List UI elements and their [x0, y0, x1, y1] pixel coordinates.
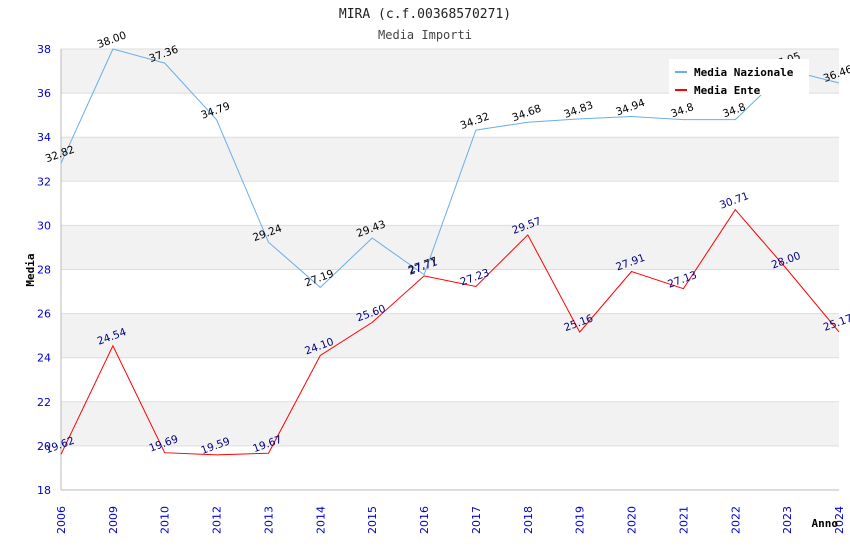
x-tick-label: 2024 [833, 506, 846, 534]
x-tick-label: 2015 [366, 506, 379, 534]
x-tick-label: 2019 [574, 506, 587, 534]
x-tick-label: 2009 [107, 506, 120, 534]
chart-title: MIRA (c.f.00368570271) [339, 7, 511, 22]
legend-label: Media Nazionale [694, 66, 794, 79]
y-tick-label: 26 [37, 308, 51, 321]
x-axis-label: Anno [812, 517, 839, 530]
y-tick-label: 28 [37, 264, 51, 277]
series-line-media-ente [60, 208, 840, 456]
y-tick-label: 34 [37, 131, 51, 144]
x-tick-label: 2012 [211, 506, 224, 534]
series-line-media-nazionale [60, 48, 840, 289]
y-tick-label: 32 [37, 175, 51, 188]
x-tick-label: 2006 [55, 506, 68, 534]
legend-box [669, 59, 809, 95]
x-tick-label: 2020 [626, 506, 639, 534]
y-tick-label: 38 [37, 43, 51, 56]
chart-subtitle: Media Importi [378, 28, 472, 42]
plot-band [61, 313, 839, 358]
y-tick-label: 18 [37, 484, 51, 497]
data-label: 38.00 [96, 29, 128, 51]
legend-label: Media Ente [694, 84, 761, 97]
y-tick-label: 22 [37, 396, 51, 409]
plot-band [61, 357, 839, 402]
plot-band [61, 137, 839, 182]
x-tick-label: 2010 [159, 506, 172, 534]
y-axis-label: Media [24, 253, 37, 286]
y-tick-label: 36 [37, 87, 51, 100]
x-tick-label: 2017 [470, 506, 483, 534]
x-tick-label: 2023 [781, 506, 794, 534]
x-tick-label: 2022 [729, 506, 742, 534]
plot-band [61, 93, 839, 138]
x-tick-label: 2018 [522, 506, 535, 534]
plot-band [61, 445, 839, 490]
plot-band [61, 225, 839, 270]
y-tick-label: 30 [37, 219, 51, 232]
plot-band [61, 269, 839, 314]
x-tick-label: 2016 [418, 506, 431, 534]
x-tick-label: 2021 [677, 506, 690, 534]
x-tick-label: 2013 [262, 506, 275, 534]
x-tick-label: 2014 [314, 506, 327, 534]
legend: Media Nazionale Media Ente [669, 59, 809, 97]
y-tick-label: 24 [37, 352, 51, 365]
plot-band [61, 401, 839, 446]
y-tick-label: 20 [37, 440, 51, 453]
